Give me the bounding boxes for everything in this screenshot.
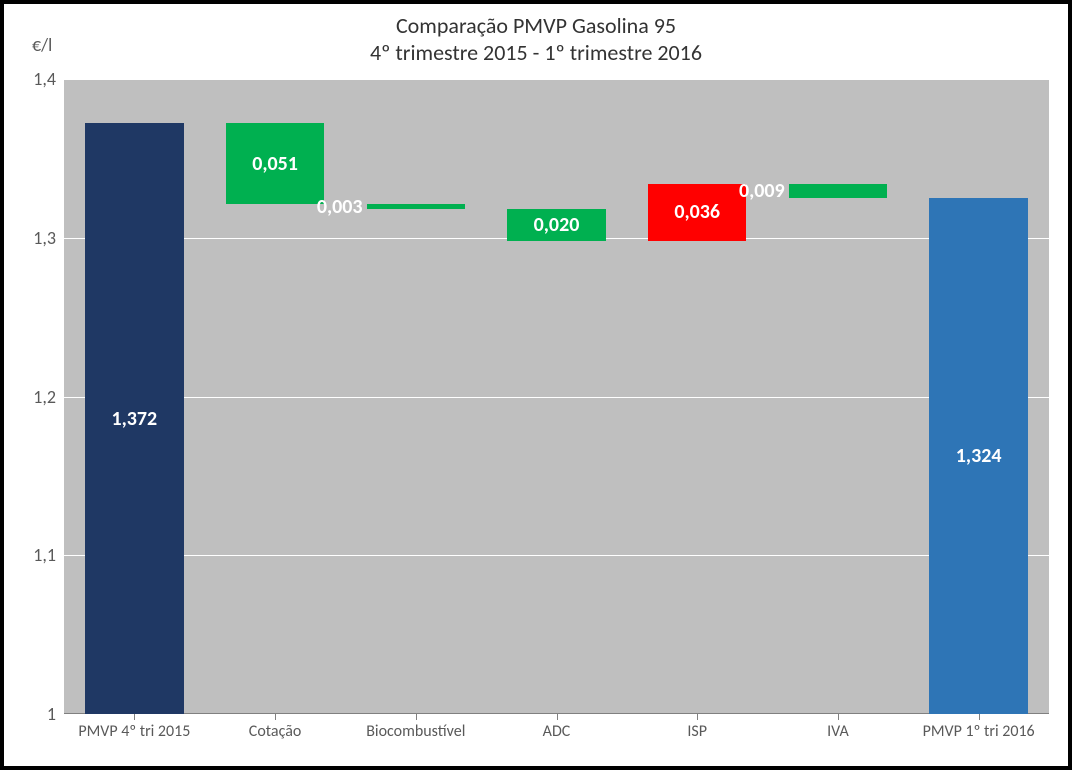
- x-label: PMVP 4º tri 2015: [78, 722, 190, 741]
- bar-biocombust-vel: [367, 204, 466, 209]
- y-tick-label: 1: [47, 703, 56, 725]
- x-tick: [134, 714, 135, 720]
- x-tick: [838, 714, 839, 720]
- gridline: [64, 555, 1049, 556]
- chart-frame: Comparação PMVP Gasolina 95 4º trimestre…: [0, 0, 1072, 770]
- x-tick: [416, 714, 417, 720]
- gridline: [64, 79, 1049, 80]
- x-label: Cotação: [249, 722, 302, 741]
- bar-label: 1,372: [85, 407, 184, 431]
- chart-title: Comparação PMVP Gasolina 95 4º trimestre…: [4, 4, 1068, 66]
- chart-title-line2: 4º trimestre 2015 - 1º trimestre 2016: [4, 39, 1068, 66]
- x-label: ADC: [543, 722, 571, 741]
- bar-label: 1,324: [929, 444, 1028, 468]
- plot-area: 11,11,21,31,41,372PMVP 4º tri 20150,051C…: [64, 79, 1049, 714]
- x-tick: [557, 714, 558, 720]
- y-tick-label: 1,4: [33, 68, 56, 90]
- gridline: [64, 397, 1049, 398]
- x-tick: [979, 714, 980, 720]
- bar-label: 0,051: [226, 152, 325, 176]
- x-label: Biocombustível: [366, 722, 465, 741]
- bar-label: 0,020: [507, 213, 606, 237]
- bar-iva: [789, 184, 888, 198]
- y-tick-label: 1,2: [33, 386, 56, 408]
- y-tick-label: 1,1: [33, 544, 56, 566]
- bar-label: 0,036: [648, 200, 747, 224]
- x-label: ISP: [687, 722, 707, 741]
- x-tick: [275, 714, 276, 720]
- y-tick-label: 1,3: [33, 227, 56, 249]
- bar-label: 0,009: [739, 179, 785, 203]
- y-axis-unit: €/l: [32, 34, 52, 56]
- x-tick: [697, 714, 698, 720]
- chart-title-line1: Comparação PMVP Gasolina 95: [4, 12, 1068, 39]
- x-label: PMVP 1º tri 2016: [923, 722, 1035, 741]
- bar-label: 0,003: [317, 195, 363, 219]
- x-label: IVA: [827, 722, 849, 741]
